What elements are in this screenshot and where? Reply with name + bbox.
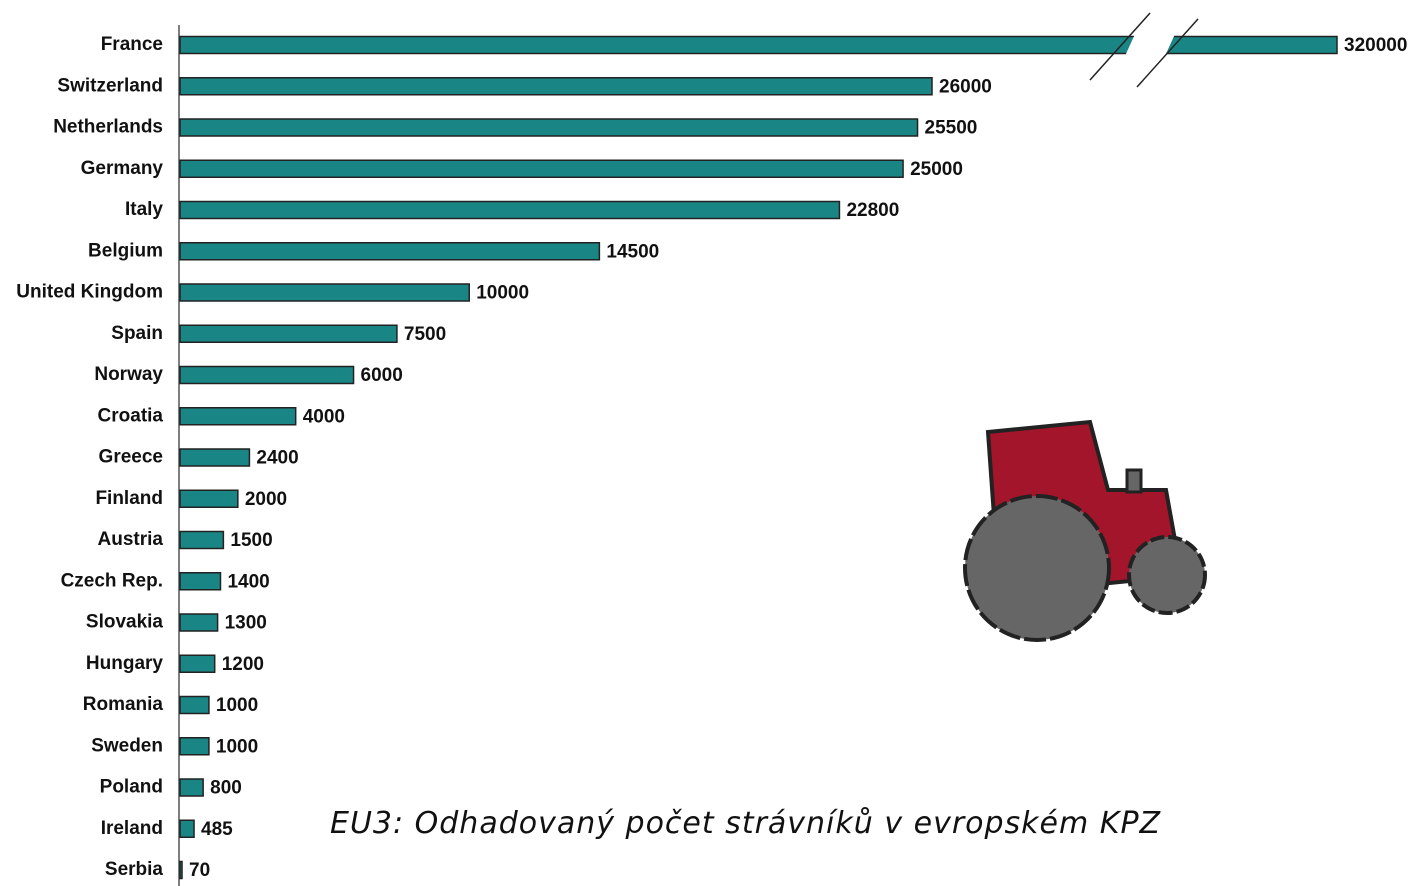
value-label: 2000 [245, 489, 287, 510]
value-label: 70 [189, 860, 210, 881]
bar [179, 283, 470, 302]
bar [179, 324, 398, 343]
bar [179, 695, 210, 715]
value-label: 22800 [846, 200, 899, 221]
bar [179, 77, 933, 96]
bar [179, 737, 210, 756]
bar [179, 407, 297, 426]
category-label: Slovakia [86, 612, 164, 633]
value-label: 1500 [230, 530, 272, 551]
bar [179, 819, 195, 838]
category-label: Ireland [101, 818, 163, 839]
value-label: 10000 [476, 283, 529, 304]
value-label: 25500 [925, 118, 978, 139]
category-label: Switzerland [57, 75, 163, 96]
axis-break-gap [1125, 34, 1175, 56]
bar [179, 35, 1338, 55]
category-label: Netherlands [53, 117, 163, 138]
bar [179, 530, 225, 550]
category-label: Finland [95, 488, 163, 509]
category-label: Romania [83, 694, 164, 715]
category-label: Poland [100, 777, 163, 798]
value-label: 1300 [225, 613, 267, 634]
category-label: Norway [94, 364, 163, 385]
category-label: Sweden [91, 735, 163, 756]
value-label: 320000 [1344, 35, 1407, 56]
value-label: 2400 [256, 448, 298, 469]
bar [179, 778, 204, 797]
category-label: Belgium [88, 240, 163, 261]
category-label: Greece [99, 447, 163, 468]
value-label: 14500 [606, 241, 659, 262]
value-label: 1200 [222, 654, 264, 675]
value-label: 7500 [404, 324, 446, 345]
bar [179, 489, 239, 508]
value-label: 26000 [939, 76, 992, 97]
bar [179, 242, 601, 261]
axis-break-mark [1089, 12, 1151, 81]
tractor-illustration [963, 419, 1207, 642]
bar [179, 654, 216, 673]
category-label: Croatia [98, 405, 164, 426]
bar [179, 365, 355, 385]
value-label: 485 [201, 819, 233, 840]
bar [179, 448, 251, 467]
category-label: Spain [111, 323, 163, 344]
axis-break-mark [1136, 18, 1199, 88]
category-label: Germany [81, 158, 164, 179]
bar [179, 118, 919, 137]
value-label: 1000 [216, 695, 258, 716]
bar [179, 200, 841, 220]
chart-title: EU3: Odhadovaný počet strávníků v evrops… [330, 806, 1162, 841]
category-label: Italy [125, 199, 163, 220]
value-label: 6000 [361, 365, 403, 386]
category-label: United Kingdom [16, 282, 163, 303]
value-label: 4000 [303, 406, 345, 427]
bar [179, 572, 222, 591]
value-label: 800 [210, 778, 242, 799]
value-label: 25000 [910, 159, 963, 180]
category-label: Austria [98, 529, 164, 550]
category-label: Hungary [86, 653, 164, 674]
value-label: 1000 [216, 736, 258, 757]
category-label: Czech Rep. [61, 570, 163, 591]
category-label: France [101, 34, 163, 55]
category-label: Serbia [105, 859, 164, 880]
bar [179, 613, 219, 632]
value-label: 1400 [227, 571, 269, 592]
bar [179, 860, 183, 880]
bar [179, 159, 904, 178]
